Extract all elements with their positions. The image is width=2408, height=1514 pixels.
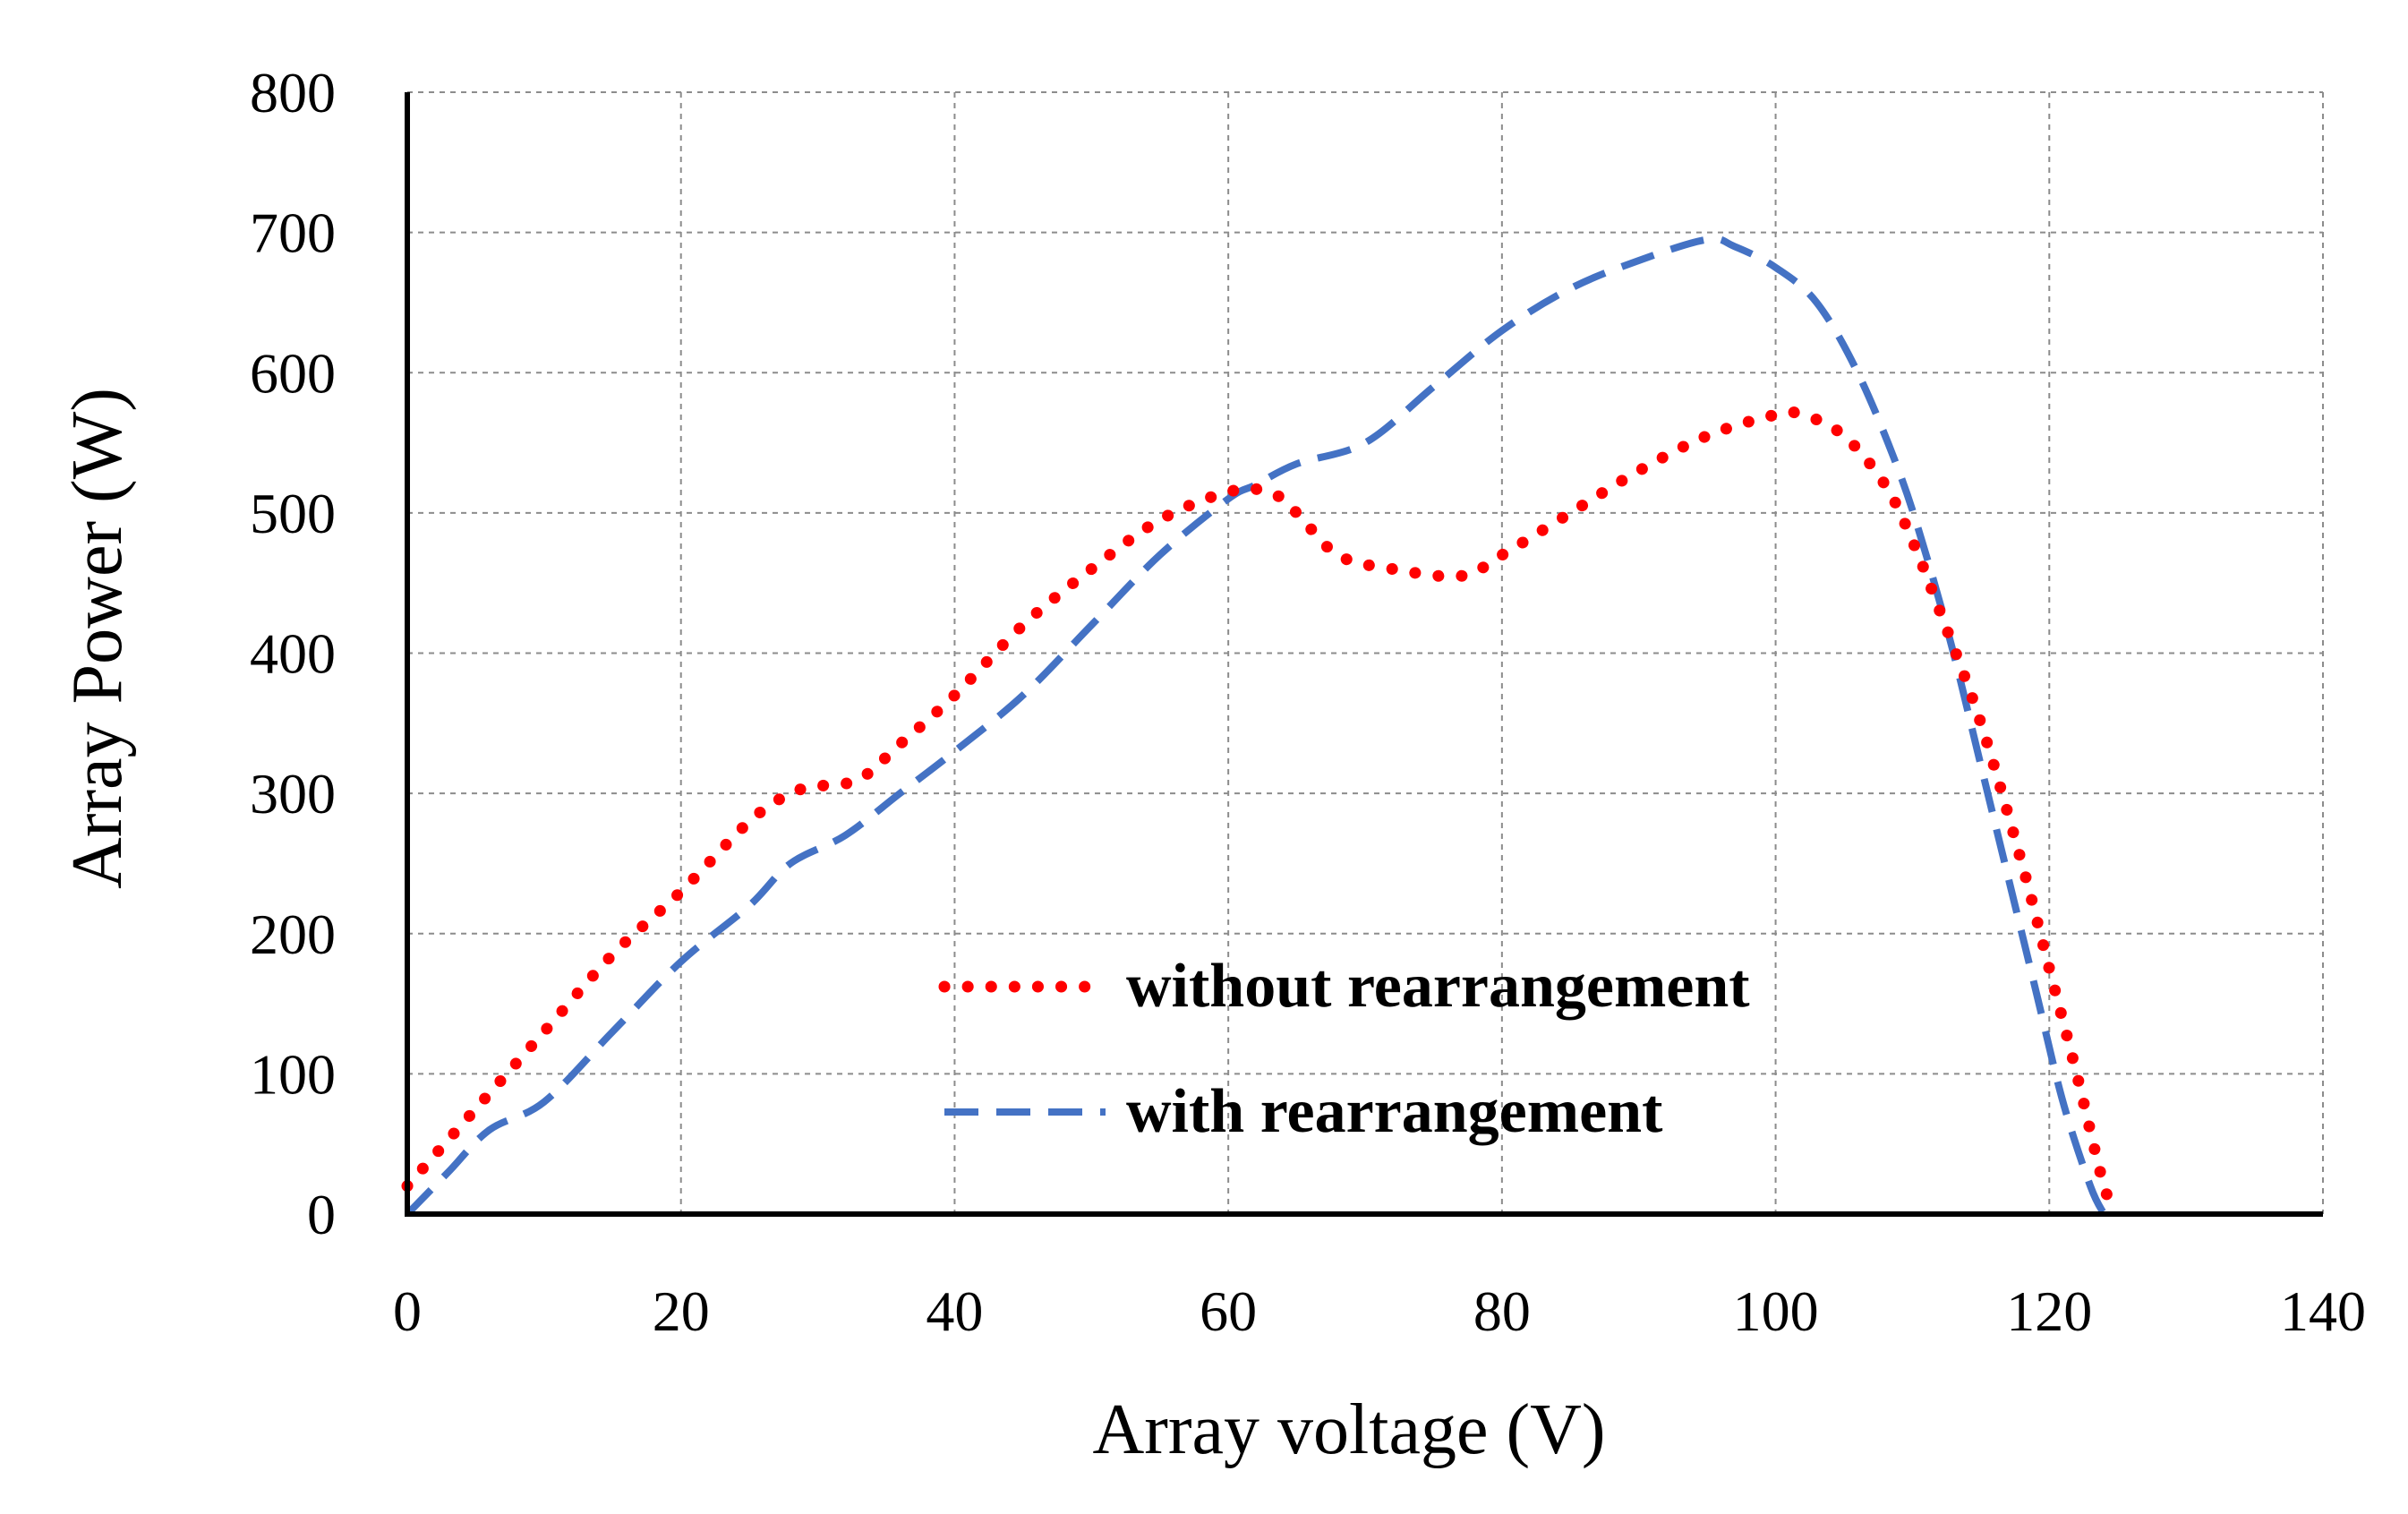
legend-label-with-rearrangement: with rearrangement bbox=[1126, 1077, 1662, 1146]
x-tick-label: 120 bbox=[2006, 1279, 2092, 1343]
x-tick-label: 20 bbox=[653, 1279, 710, 1343]
x-axis-title: Array voltage (V) bbox=[1092, 1390, 1605, 1469]
legend: without rearrangement with rearrangement bbox=[938, 952, 1750, 1146]
tick-labels: 0 20 40 60 80 100 120 140 0 100 200 300 400 500 600 700… bbox=[250, 61, 2366, 1343]
y-tick-label: 300 bbox=[250, 762, 336, 825]
x-tick-label: 40 bbox=[926, 1279, 983, 1343]
y-tick-label: 800 bbox=[250, 61, 336, 124]
x-tick-label: 100 bbox=[1733, 1279, 1819, 1343]
y-tick-label: 100 bbox=[250, 1042, 336, 1106]
y-tick-label: 600 bbox=[250, 341, 336, 405]
series-layer bbox=[401, 235, 2124, 1220]
x-tick-label: 0 bbox=[393, 1279, 422, 1343]
x-tick-label: 60 bbox=[1200, 1279, 1257, 1343]
legend-label-without-rearrangement: without rearrangement bbox=[1126, 952, 1750, 1021]
y-tick-label: 700 bbox=[250, 201, 336, 265]
axes bbox=[405, 92, 2323, 1217]
series-line-with-rearrangement bbox=[405, 235, 2108, 1217]
series-line-without-rearrangement bbox=[401, 406, 2124, 1220]
y-tick-label: 500 bbox=[250, 482, 336, 545]
x-tick-label: 140 bbox=[2280, 1279, 2366, 1343]
y-tick-label: 400 bbox=[250, 622, 336, 686]
x-tick-label: 80 bbox=[1473, 1279, 1531, 1343]
y-tick-label: 200 bbox=[250, 902, 336, 966]
y-tick-label: 0 bbox=[307, 1183, 336, 1246]
grid bbox=[407, 91, 2324, 1214]
y-axis-title: Array Power (W) bbox=[58, 388, 137, 889]
